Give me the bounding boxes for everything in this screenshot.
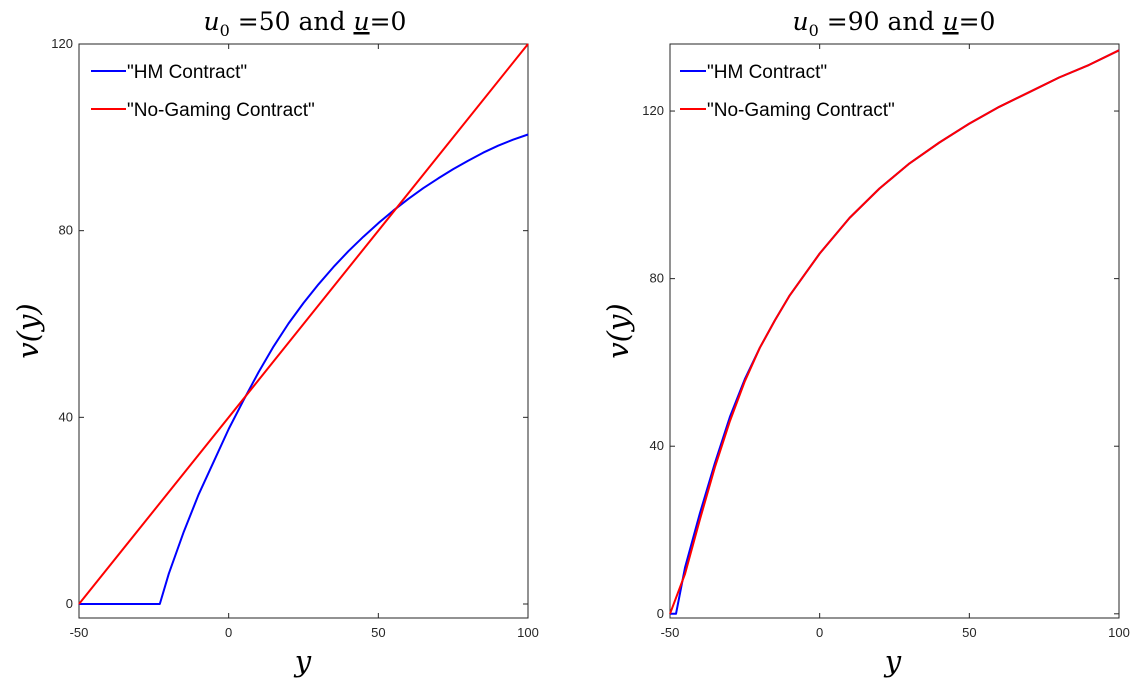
legend-label-ng-right: "No-Gaming Contract" bbox=[707, 100, 895, 121]
series-line-no-gaming-contract bbox=[669, 49, 1120, 615]
tick-marks-right bbox=[669, 44, 1120, 618]
x-tick-label: 100 bbox=[517, 625, 539, 640]
y-tick-label: 80 bbox=[59, 223, 73, 238]
x-tick-label: 0 bbox=[225, 625, 232, 640]
x-tick-label: -50 bbox=[70, 625, 89, 640]
y-tick-label: 0 bbox=[66, 596, 73, 611]
chart-title-right: u0 =90 and u=0 bbox=[793, 7, 996, 40]
plot-area-left bbox=[78, 43, 529, 619]
plot-area-right bbox=[669, 43, 1120, 619]
y-tick-labels-left: 0 40 80 120 bbox=[51, 36, 73, 611]
y-tick-label: 80 bbox=[650, 271, 664, 286]
x-axis-label-left: y bbox=[293, 644, 312, 678]
x-tick-label: 50 bbox=[962, 625, 976, 640]
y-axis-label-left: v(y) bbox=[11, 303, 45, 358]
chart-right: u0 =90 and u=0 0 40 80 120 -50 0 50 100 v(y) y… bbox=[601, 7, 1130, 678]
x-tick-label: 50 bbox=[371, 625, 385, 640]
x-tick-label: 0 bbox=[816, 625, 823, 640]
chart-title-left: u0 =50 and u=0 bbox=[204, 7, 407, 40]
y-tick-label: 0 bbox=[657, 606, 664, 621]
tick-marks-left bbox=[78, 43, 529, 618]
x-tick-labels-right: -50 0 50 100 bbox=[661, 625, 1130, 640]
x-tick-label: -50 bbox=[661, 625, 680, 640]
series-line-no-gaming-contract bbox=[78, 43, 529, 605]
legend-right: "HM Contract" "No-Gaming Contract" bbox=[680, 62, 895, 121]
y-axis-label-right: v(y) bbox=[601, 303, 635, 358]
series-lines-left bbox=[78, 43, 529, 605]
y-tick-labels-right: 0 40 80 120 bbox=[642, 103, 664, 621]
legend-left: "HM Contract" "No-Gaming Contract" bbox=[91, 62, 315, 121]
series-line-hm-contract bbox=[79, 133, 529, 605]
y-tick-label: 120 bbox=[642, 103, 664, 118]
x-axis-label-right: y bbox=[883, 644, 902, 678]
legend-label-hm-left: "HM Contract" bbox=[127, 62, 247, 83]
series-lines-right bbox=[669, 49, 1120, 615]
y-tick-label: 120 bbox=[51, 36, 73, 51]
x-tick-label: 100 bbox=[1108, 625, 1130, 640]
y-tick-label: 40 bbox=[59, 409, 73, 424]
y-tick-label: 40 bbox=[650, 438, 664, 453]
x-tick-labels-left: -50 0 50 100 bbox=[70, 625, 539, 640]
legend-label-hm-right: "HM Contract" bbox=[707, 62, 827, 83]
legend-label-ng-left: "No-Gaming Contract" bbox=[127, 100, 315, 121]
chart-left: u0 =50 and u=0 0 40 80 120 -50 0 50 100 v(y) y… bbox=[11, 7, 539, 678]
